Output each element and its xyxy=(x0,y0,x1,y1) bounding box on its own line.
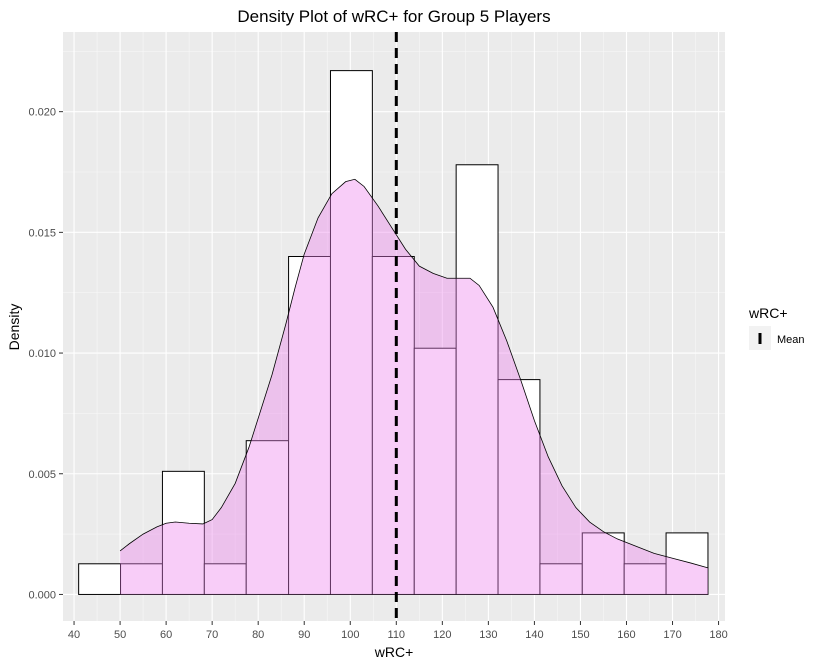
x-tick-label: 70 xyxy=(206,629,218,641)
histogram-bar-13 xyxy=(623,563,667,595)
x-tick-label: 140 xyxy=(525,629,543,641)
histogram-bar-11 xyxy=(539,563,583,595)
x-tick-label: 150 xyxy=(571,629,589,641)
y-tick-label: 0.000 xyxy=(28,589,56,601)
chart-title: Density Plot of wRC+ for Group 5 Players xyxy=(237,7,550,26)
histogram-bar-4 xyxy=(245,440,290,595)
y-tick-label: 0.005 xyxy=(28,469,56,481)
histogram-bar-2 xyxy=(161,470,205,595)
histogram-bar-8 xyxy=(413,347,457,595)
x-tick-label: 90 xyxy=(298,629,310,641)
histogram-bar-6 xyxy=(329,70,373,595)
y-axis-title: Density xyxy=(6,304,22,351)
y-tick-label: 0.015 xyxy=(28,227,56,239)
histogram-bar-7 xyxy=(371,255,415,595)
histogram-bar-5 xyxy=(288,255,331,595)
histogram-bar-14 xyxy=(665,532,709,595)
x-tick-label: 170 xyxy=(663,629,681,641)
legend-title: wRC+ xyxy=(748,305,788,321)
x-tick-label: 50 xyxy=(114,629,126,641)
legend: wRC+ Mean xyxy=(748,305,805,350)
x-tick-label: 160 xyxy=(617,629,635,641)
histogram-bar-1 xyxy=(120,563,163,595)
y-axis-ticks: 0.000 0.005 0.010 0.015 0.020 xyxy=(28,107,63,601)
x-tick-label: 60 xyxy=(160,629,172,641)
y-tick-label: 0.010 xyxy=(28,348,56,360)
x-axis-ticks: 40 50 60 70 80 90 100 110 120 130 140 150 160 170 180 xyxy=(68,621,728,641)
density-area xyxy=(120,179,708,595)
x-tick-label: 120 xyxy=(433,629,451,641)
x-tick-label: 80 xyxy=(252,629,264,641)
density-layer xyxy=(119,178,709,595)
histogram-bar-9 xyxy=(455,164,499,595)
y-tick-label: 0.020 xyxy=(28,107,56,119)
x-tick-label: 180 xyxy=(709,629,727,641)
x-tick-label: 40 xyxy=(68,629,80,641)
x-tick-label: 130 xyxy=(479,629,497,641)
histogram-bar-12 xyxy=(581,532,625,595)
x-tick-label: 110 xyxy=(388,629,406,641)
x-tick-label: 100 xyxy=(341,629,359,641)
histogram-bar-0 xyxy=(78,563,122,595)
histogram-bar-3 xyxy=(203,563,247,595)
x-axis-title: wRC+ xyxy=(374,644,414,660)
density-curve xyxy=(119,178,709,569)
legend-label-mean: Mean xyxy=(777,334,805,346)
